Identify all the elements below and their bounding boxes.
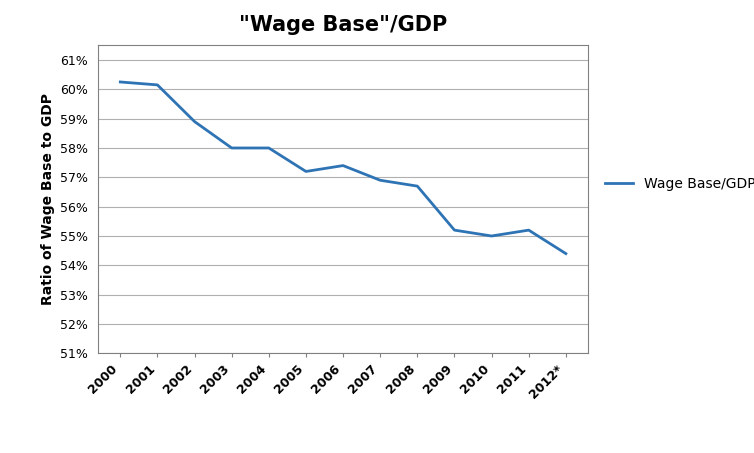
Wage Base/GDP (450, 227, 459, 233)
Wage Base/GDP (524, 227, 533, 233)
Title: "Wage Base"/GDP: "Wage Base"/GDP (239, 15, 447, 35)
Wage Base/GDP (339, 163, 348, 169)
Y-axis label: Ratio of Wage Base to GDP: Ratio of Wage Base to GDP (41, 93, 55, 305)
Legend: Wage Base/GDP: Wage Base/GDP (605, 177, 754, 191)
Wage Base/GDP (561, 251, 570, 256)
Line: Wage Base/GDP: Wage Base/GDP (121, 82, 566, 254)
Wage Base/GDP (190, 119, 199, 124)
Wage Base/GDP (487, 233, 496, 239)
Wage Base/GDP (375, 178, 385, 183)
Wage Base/GDP (153, 82, 162, 87)
Wage Base/GDP (227, 145, 236, 151)
Wage Base/GDP (265, 145, 274, 151)
Wage Base/GDP (116, 79, 125, 85)
Wage Base/GDP (302, 169, 311, 174)
Wage Base/GDP (412, 183, 421, 189)
